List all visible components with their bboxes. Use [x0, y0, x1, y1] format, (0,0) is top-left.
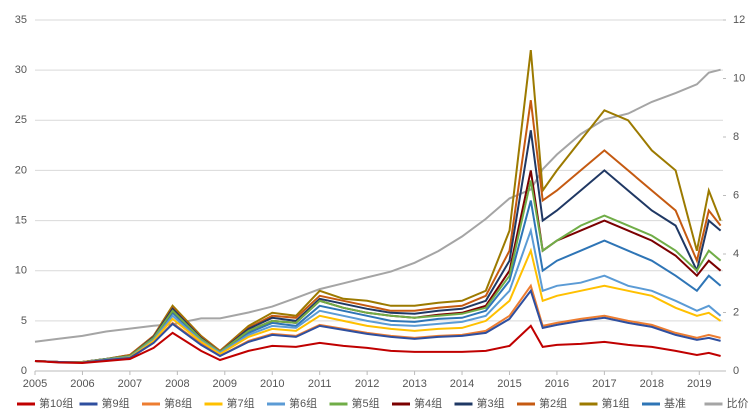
x-tick-label: 2016: [545, 378, 569, 390]
x-tick-label: 2012: [355, 378, 379, 390]
y-tick-label: 35: [15, 14, 27, 26]
series-line: [34, 247, 722, 363]
x-tick-label: 2008: [165, 378, 189, 390]
x-tick-label: 2019: [687, 378, 711, 390]
x-tick-label: 2017: [592, 378, 616, 390]
y2-tick-label: 12: [733, 14, 745, 26]
x-tick-label: 2006: [70, 378, 94, 390]
y-tick-label: 10: [15, 265, 27, 277]
x-tick-label: 2005: [23, 378, 47, 390]
y2-tick-label: 0: [733, 365, 739, 377]
y-tick-label: 25: [15, 114, 27, 126]
series-line: [34, 68, 721, 343]
y2-tick-label: 10: [733, 72, 745, 84]
x-tick-label: 2015: [497, 378, 521, 390]
legend-label: 第5组: [352, 396, 380, 410]
x-tick-label: 2018: [640, 378, 664, 390]
y-tick-label: 15: [15, 214, 27, 226]
x-tick-label: 2013: [402, 378, 426, 390]
y-tick-label: 30: [15, 64, 27, 76]
series-line: [34, 324, 721, 365]
legend-label: 基准: [664, 397, 686, 410]
series-line: [34, 180, 722, 363]
y2-tick-label: 6: [733, 189, 739, 201]
legend-label: 第9组: [102, 396, 130, 410]
legend-label: 第6组: [289, 396, 317, 410]
legend-label: 第3组: [477, 396, 505, 410]
legend-label: 第4组: [414, 396, 442, 410]
y2-tick-label: 4: [733, 248, 739, 260]
y-tick-label: 5: [21, 315, 27, 327]
y-tick-label: 20: [15, 164, 27, 176]
series-line: [34, 226, 722, 363]
legend-label: 比价: [727, 397, 749, 410]
x-tick-label: 2007: [118, 378, 142, 390]
legend-label: 第2组: [539, 396, 567, 410]
y2-tick-label: 2: [733, 306, 739, 318]
legend-label: 第7组: [227, 396, 255, 410]
legend-label: 第10组: [39, 396, 73, 410]
x-tick-label: 2014: [450, 378, 474, 390]
y-tick-label: 0: [21, 365, 27, 377]
series-line: [34, 49, 722, 363]
legend-label: 第8组: [164, 396, 192, 410]
x-tick-label: 2011: [308, 378, 332, 390]
series-line: [34, 288, 721, 364]
legend-label: 第1组: [602, 396, 630, 410]
x-tick-label: 2009: [213, 378, 237, 390]
x-tick-label: 2010: [260, 378, 284, 390]
y2-tick-label: 8: [733, 131, 739, 143]
